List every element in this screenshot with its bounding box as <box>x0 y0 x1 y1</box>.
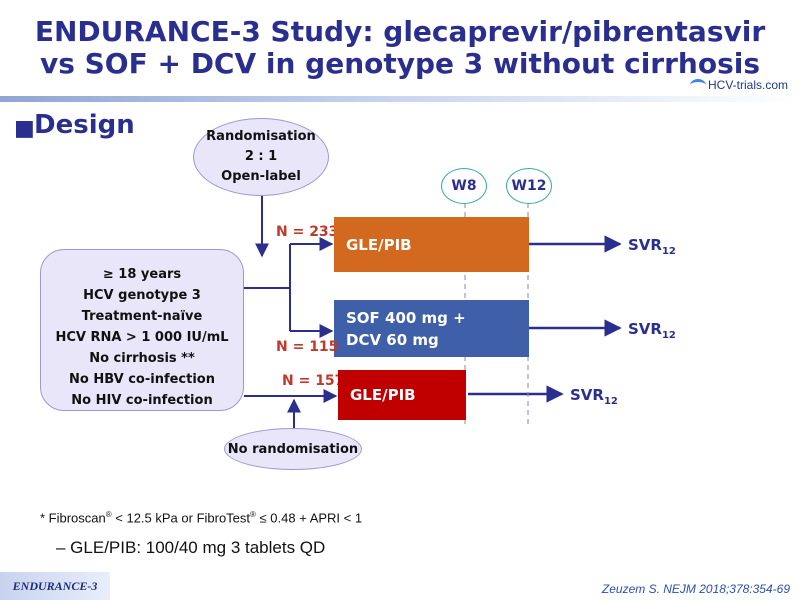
arm3-n-label: N = 157 <box>282 373 345 389</box>
cirrhosis-footnote: * Fibroscan® < 12.5 kPa or FibroTest® ≤ … <box>40 510 362 525</box>
registered-mark: ® <box>250 510 256 519</box>
arm3-label: GLE/PIB <box>350 386 416 404</box>
outcome-sub: 12 <box>661 246 676 257</box>
title-line-2: vs SOF + DCV in genotype 3 without cirrh… <box>39 47 761 80</box>
randomisation-line-2: 2 : 1 <box>244 149 278 164</box>
arm2-n-label: N = 115 <box>276 339 339 355</box>
criterion: HCV RNA > 1 000 IU/mL <box>55 330 229 345</box>
hcv-trials-logo: HCV-trials.com <box>690 78 788 92</box>
randomisation-line-3: Open-label <box>221 169 301 184</box>
week-8-marker: W8 <box>441 168 487 204</box>
outcome-base: SVR <box>628 320 662 338</box>
week-12-marker: W12 <box>506 168 552 204</box>
criterion: No HBV co-infection <box>69 372 215 387</box>
footnote-part: < 12.5 kPa or FibroTest <box>111 510 251 526</box>
title-line-1: ENDURANCE-3 Study: glecaprevir/pibrentas… <box>34 15 766 48</box>
title-divider <box>0 96 800 102</box>
outcome-sub: 12 <box>661 330 676 341</box>
no-randomisation-oval: No randomisation <box>224 428 362 470</box>
outcome-base: SVR <box>570 386 604 404</box>
arm-gle-pib-non-randomised: GLE/PIB <box>338 370 466 420</box>
randomisation-oval: Randomisation 2 : 1 Open-label <box>193 118 329 196</box>
arm1-label: GLE/PIB <box>346 235 412 254</box>
criterion: Treatment-naïve <box>81 309 203 324</box>
dose-note: – GLE/PIB: 100/40 mg 3 tablets QD <box>56 538 326 557</box>
arm-gle-pib-randomised: GLE/PIB <box>334 217 529 272</box>
registered-mark: ® <box>105 510 112 519</box>
outcome-base: SVR <box>628 236 662 254</box>
arm1-outcome: SVR12 <box>628 236 676 257</box>
section-heading: Design <box>34 110 135 140</box>
outcome-sub: 12 <box>603 396 618 407</box>
logo-text: HCV-trials.com <box>708 78 789 92</box>
criterion: No cirrhosis ** <box>89 351 195 366</box>
arm1-n-label: N = 233 <box>276 224 339 240</box>
arm2-label-line-2: DCV 60 mg <box>346 330 439 349</box>
criterion: No HIV co-infection <box>71 393 213 408</box>
randomisation-line-1: Randomisation <box>206 129 316 144</box>
square-bullet-icon: ■ <box>14 116 35 141</box>
arm-sof-dcv: SOF 400 mg + DCV 60 mg <box>334 300 529 357</box>
arm2-outcome: SVR12 <box>628 320 676 341</box>
criterion: ≥ 18 years <box>102 267 182 282</box>
footnote-part: * Fibroscan <box>40 510 106 526</box>
arm3-outcome: SVR12 <box>570 386 618 407</box>
inclusion-criteria-box: ≥ 18 years HCV genotype 3 Treatment-naïv… <box>40 249 244 411</box>
arm2-label-line-1: SOF 400 mg + <box>346 308 466 327</box>
study-tag: ENDURANCE-3 <box>0 572 110 600</box>
criterion: HCV genotype 3 <box>83 288 201 303</box>
footnote-part: ≤ 0.48 + APRI < 1 <box>255 510 363 526</box>
logo-swoosh-icon <box>690 79 706 92</box>
citation: Zeuzem S. NEJM 2018;378:354-69 <box>601 582 790 596</box>
